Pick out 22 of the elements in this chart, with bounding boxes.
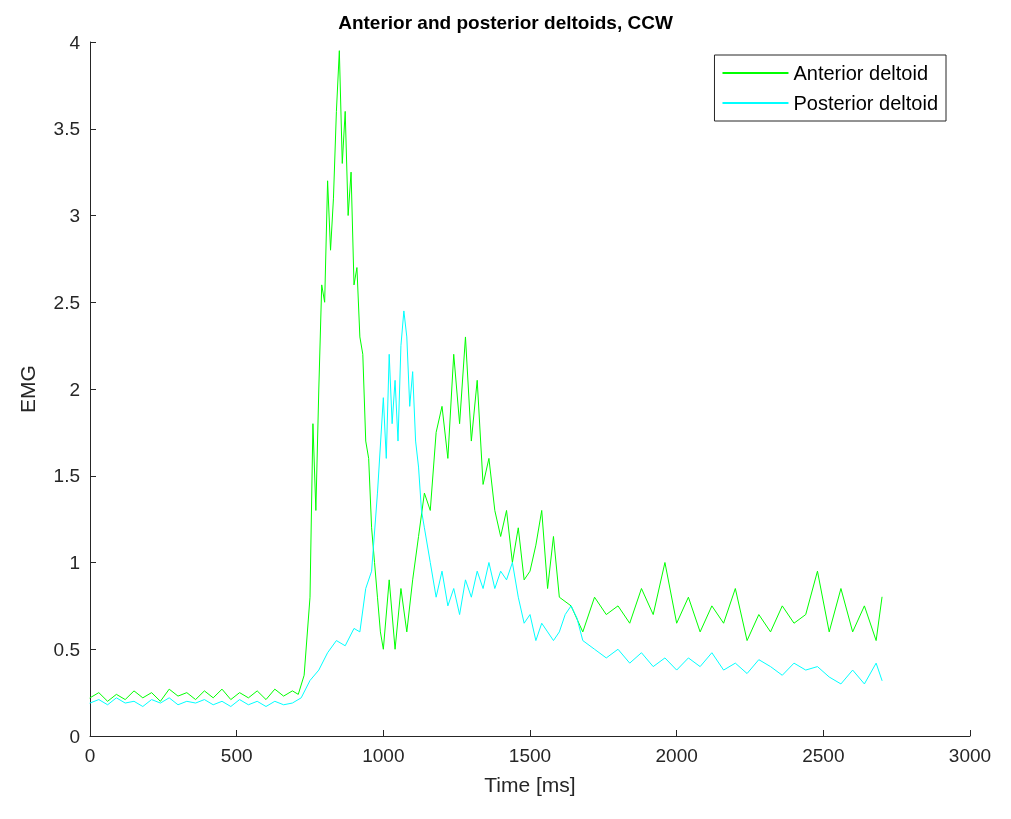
y-tick-label: 4 [69,31,81,53]
y-tick-label: 2.5 [53,291,80,313]
y-tick-label: 0.5 [53,638,80,660]
x-tick-label: 500 [220,745,253,766]
legend-label: Posterior deltoid [793,92,939,114]
y-tick-label: 3.5 [53,118,80,140]
x-axis-title: Time [ms] [484,773,576,796]
y-axis-title: EMG [16,365,39,413]
y-tick-label: 3 [69,205,80,226]
x-tick-label: 1000 [362,745,405,766]
y-tick-label: 1 [69,552,80,573]
x-tick-label: 1500 [508,745,552,766]
x-tick-label: 2000 [655,745,698,766]
line-series [89,310,883,708]
x-tick-label: 0 [84,745,96,766]
y-tick-label: 0 [69,725,80,747]
legend-label: Anterior deltoid [793,62,929,84]
y-tick-label: 1.5 [53,465,80,487]
chart-title: Anterior and posterior deltoids, CCW [338,12,673,33]
y-tick-label: 2 [69,378,80,400]
x-tick-label: 3000 [948,745,992,766]
x-tick-label: 2500 [802,745,845,766]
